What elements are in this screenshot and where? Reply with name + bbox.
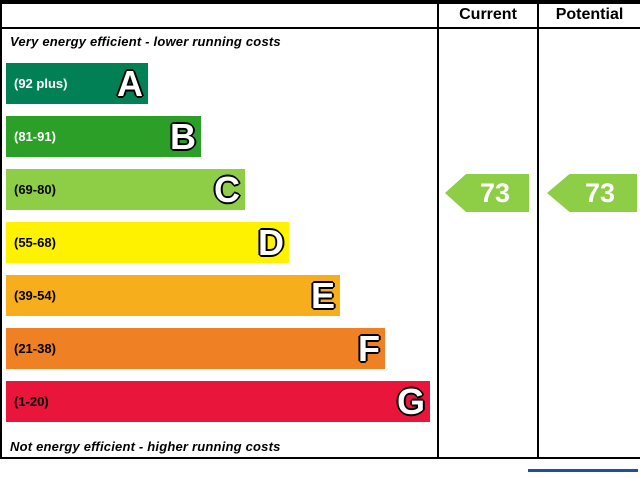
band-range-label: (39-54): [14, 288, 56, 303]
band-bar: (39-54) E: [6, 275, 340, 316]
top-border: [0, 0, 640, 4]
band-letter: F: [358, 327, 380, 369]
header-divider-line: [0, 27, 640, 29]
eu-directive-box-partial: [528, 469, 638, 479]
potential-rating-value: 73: [584, 177, 616, 208]
bottom-divider-line: [0, 457, 640, 459]
potential-column-header: Potential: [555, 6, 624, 23]
band-letter: B: [170, 115, 196, 157]
band-row: (55-68) D: [6, 216, 437, 269]
bottom-caption: Not energy efficient - higher running co…: [10, 439, 281, 454]
band-letter: C: [214, 168, 240, 210]
band-bar: (69-80) C: [6, 169, 245, 210]
band-row: (69-80) C: [6, 163, 437, 216]
band-range-label: (1-20): [14, 394, 49, 409]
band-row: (21-38) F: [6, 322, 437, 375]
current-column-header: Current: [459, 6, 517, 23]
band-range-label: (55-68): [14, 235, 56, 250]
band-bar: (92 plus) A: [6, 63, 148, 104]
band-bar: (55-68) D: [6, 222, 289, 263]
band-row: (39-54) E: [6, 269, 437, 322]
left-border: [0, 0, 2, 459]
current-rating-arrow: 73: [445, 174, 529, 212]
band-row: (1-20) G: [6, 375, 437, 428]
band-letter: E: [310, 274, 335, 316]
bands: (92 plus) A (81-91) B (69-80) C (55-68) …: [6, 57, 437, 428]
potential-rating-arrow: 73: [547, 174, 637, 212]
band-bar: (21-38) F: [6, 328, 385, 369]
band-row: (81-91) B: [6, 110, 437, 163]
band-letter: G: [396, 380, 425, 422]
band-range-label: (69-80): [14, 182, 56, 197]
band-bar: (81-91) B: [6, 116, 201, 157]
band-letter: D: [258, 221, 284, 263]
potential-column-divider: [537, 0, 539, 459]
band-letter: A: [117, 62, 143, 104]
current-column-divider: [437, 0, 439, 459]
band-range-label: (81-91): [14, 129, 56, 144]
band-range-label: (21-38): [14, 341, 56, 356]
band-bar: (1-20) G: [6, 381, 430, 422]
top-caption: Very energy efficient - lower running co…: [10, 34, 281, 49]
band-row: (92 plus) A: [6, 57, 437, 110]
band-range-label: (92 plus): [14, 76, 68, 91]
current-rating-value: 73: [479, 177, 511, 208]
